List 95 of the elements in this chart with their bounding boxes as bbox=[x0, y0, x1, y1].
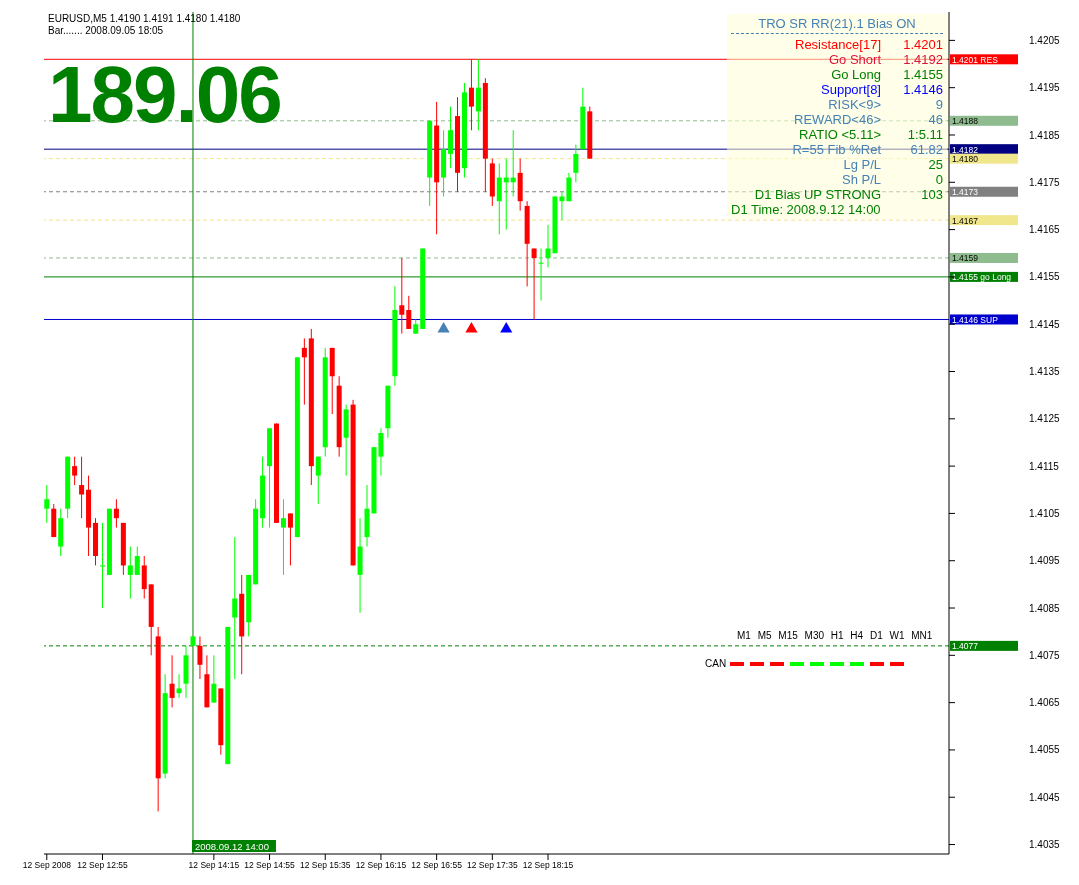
annotation: Go Long bbox=[830, 67, 881, 82]
ref-line-label: 2008.09.12 14:00 bbox=[194, 840, 269, 852]
candlestick bbox=[141, 555, 147, 600]
candlestick bbox=[211, 654, 217, 704]
y-tick-label: 1.4155 bbox=[1029, 271, 1061, 283]
ref-line-label: 1.4188 bbox=[952, 116, 979, 127]
candlestick bbox=[169, 654, 175, 708]
annotation: D1 Time: 2008.9.12 14:00 bbox=[731, 202, 882, 217]
annotation: 25 bbox=[928, 157, 943, 172]
annotation: 189.06 bbox=[48, 50, 281, 140]
candlestick bbox=[406, 295, 412, 330]
y-tick-label: 1.4135 bbox=[1029, 366, 1061, 378]
candlestick bbox=[566, 172, 572, 202]
annotation: Support[8] bbox=[820, 82, 881, 97]
annotation: 1.4192 bbox=[903, 52, 943, 67]
annotation: 9 bbox=[935, 97, 943, 112]
ref-line-label: 1.4173 bbox=[952, 187, 979, 198]
candlestick bbox=[287, 512, 293, 566]
annotation: R=55 Fib %Ret bbox=[791, 142, 881, 157]
annotation: RATIO <5.11> bbox=[798, 127, 881, 142]
annotation: Lg P/L bbox=[842, 157, 881, 172]
x-tick-label: 12 Sep 14:55 bbox=[244, 860, 296, 871]
candlestick bbox=[134, 546, 140, 576]
candlestick bbox=[573, 143, 579, 183]
annotation: REWARD<46> bbox=[793, 112, 881, 127]
candlestick bbox=[301, 337, 307, 406]
candlestick bbox=[127, 546, 133, 600]
candlestick bbox=[113, 498, 119, 529]
candlestick bbox=[44, 484, 50, 524]
x-tick-label: 12 Sep 16:15 bbox=[355, 860, 407, 871]
annotation: Go Short bbox=[827, 52, 881, 67]
annotation: 61.82 bbox=[910, 142, 943, 157]
y-tick-label: 1.4045 bbox=[1029, 791, 1061, 803]
ref-line-label: 1.4182 bbox=[952, 144, 979, 155]
y-tick-label: 1.4195 bbox=[1029, 82, 1061, 94]
annotation: M1 M5 M15 M30 H1 H4 D1 W1 MN1 bbox=[737, 630, 933, 641]
x-tick-label: 12 Sep 18:15 bbox=[522, 860, 574, 871]
annotation: D1 Bias UP STRONG bbox=[753, 187, 881, 202]
candlestick bbox=[197, 635, 203, 680]
y-tick-label: 1.4185 bbox=[1029, 129, 1061, 141]
annotation: Sh P/L bbox=[840, 172, 881, 187]
x-tick-label: 12 Sep 17:35 bbox=[467, 860, 518, 871]
ref-line-label: 1.4159 bbox=[952, 253, 979, 264]
x-tick-label: 12 Sep 16:55 bbox=[411, 860, 463, 871]
y-tick-label: 1.4175 bbox=[1029, 176, 1061, 188]
annotation: 1:5.11 bbox=[907, 127, 943, 142]
annotation: RISK<9> bbox=[827, 97, 881, 112]
annotation: 0 bbox=[935, 172, 943, 187]
ref-line-label: 1.4167 bbox=[952, 215, 979, 226]
candlestick bbox=[475, 58, 481, 131]
annotation: 1.4146 bbox=[903, 82, 943, 97]
y-tick-label: 1.4165 bbox=[1029, 224, 1061, 236]
candlestick bbox=[399, 257, 405, 335]
x-tick-label: 12 Sep 2008 bbox=[22, 860, 72, 871]
candlestick bbox=[72, 456, 78, 486]
ref-line-label: 1.4077 bbox=[952, 641, 979, 652]
y-tick-label: 1.4095 bbox=[1029, 555, 1061, 567]
annotation: EURUSD,M5 1.4190 1.4191 1.4180 1.4180 bbox=[48, 13, 241, 24]
candlestick bbox=[559, 191, 565, 221]
y-tick-label: 1.4105 bbox=[1029, 507, 1061, 519]
y-tick-label: 1.4065 bbox=[1029, 697, 1061, 709]
ref-line-label: 1.4155 go Long bbox=[952, 272, 1012, 283]
y-tick-label: 1.4085 bbox=[1029, 602, 1061, 614]
y-tick-label: 1.4145 bbox=[1029, 318, 1061, 330]
candlestick bbox=[496, 162, 502, 235]
candlestick bbox=[538, 248, 544, 302]
annotation: Bar....... 2008.09.05 18:05 bbox=[48, 25, 164, 36]
candlestick bbox=[99, 522, 105, 609]
y-tick-label: 1.4115 bbox=[1029, 460, 1060, 472]
candlestick bbox=[378, 427, 384, 477]
x-tick-label: 12 Sep 14:15 bbox=[188, 860, 240, 871]
candlestick bbox=[176, 673, 182, 699]
annotation: Resistance[17] bbox=[794, 37, 881, 52]
candlestick bbox=[280, 498, 286, 576]
ref-line-label: 1.4201 RES bbox=[952, 54, 999, 65]
annotation: CAN bbox=[705, 658, 727, 669]
y-tick-label: 1.4205 bbox=[1029, 34, 1061, 46]
ref-line-label: 1.4180 bbox=[952, 154, 979, 165]
x-tick-label: 12 Sep 12:55 bbox=[77, 860, 129, 871]
annotation: 46 bbox=[928, 112, 943, 127]
x-tick-label: 12 Sep 15:35 bbox=[299, 860, 351, 871]
ref-line-label: 1.4146 SUP bbox=[952, 314, 999, 325]
y-tick-label: 1.4075 bbox=[1029, 649, 1061, 661]
candlestick bbox=[448, 106, 454, 169]
y-tick-label: 1.4035 bbox=[1029, 839, 1061, 851]
y-tick-label: 1.4125 bbox=[1029, 413, 1061, 425]
candlestick bbox=[79, 456, 85, 519]
candlestick bbox=[531, 248, 537, 320]
candlestick bbox=[315, 456, 321, 505]
candlestick bbox=[232, 536, 238, 680]
y-tick-label: 1.4055 bbox=[1029, 744, 1061, 756]
annotation: TRO SR RR(21).1 Bias ON bbox=[731, 16, 943, 34]
annotation: 1.4201 bbox=[903, 37, 943, 52]
annotation: 103 bbox=[921, 187, 943, 202]
annotation: 1.4155 bbox=[903, 67, 943, 82]
